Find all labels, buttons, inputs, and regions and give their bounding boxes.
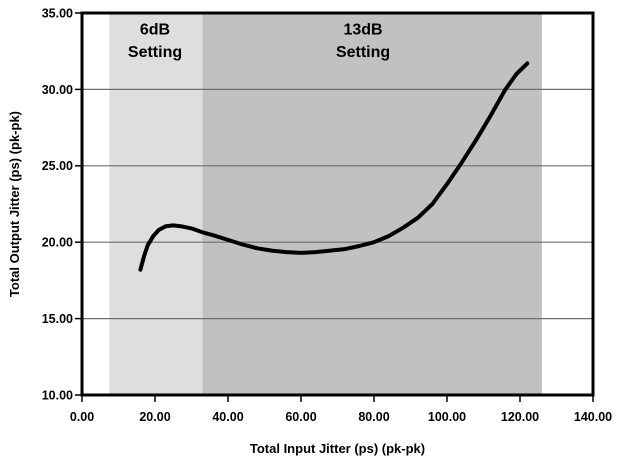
x-tick-label: 0.00 <box>70 410 94 424</box>
x-axis-title: Total Input Jitter (ps) (pk-pk) <box>249 441 426 456</box>
plot-frame <box>80 11 595 397</box>
x-tick-label: 120.00 <box>501 410 539 424</box>
x-tick-label: 60.00 <box>285 410 316 424</box>
y-tick-label: 20.00 <box>42 236 73 250</box>
y-tick-label: 10.00 <box>42 388 73 402</box>
x-tick-label: 40.00 <box>212 410 243 424</box>
y-tick-label: 35.00 <box>42 6 73 20</box>
x-tick-label: 20.00 <box>139 410 170 424</box>
region-13db <box>202 13 542 395</box>
y-axis-title-wrap: Total Output Jitter (ps) (pk-pk) <box>0 13 28 395</box>
x-tick-label: 140.00 <box>574 410 612 424</box>
y-tick-label: 30.00 <box>42 83 73 97</box>
y-axis-title: Total Output Jitter (ps) (pk-pk) <box>6 110 22 298</box>
y-tick-label: 15.00 <box>42 312 73 326</box>
region-13db-label-line2: Setting <box>336 44 390 61</box>
x-tick-label: 100.00 <box>428 410 466 424</box>
region-6db-label-line2: Setting <box>128 44 182 61</box>
region-6db <box>109 13 203 395</box>
region-13db-label-line1: 13dB <box>343 22 382 39</box>
x-tick-label: 80.00 <box>358 410 389 424</box>
y-tick-label: 25.00 <box>42 159 73 173</box>
total-output-jitter-curve <box>138 61 530 272</box>
region-6db-label-line1: 6dB <box>140 22 170 39</box>
